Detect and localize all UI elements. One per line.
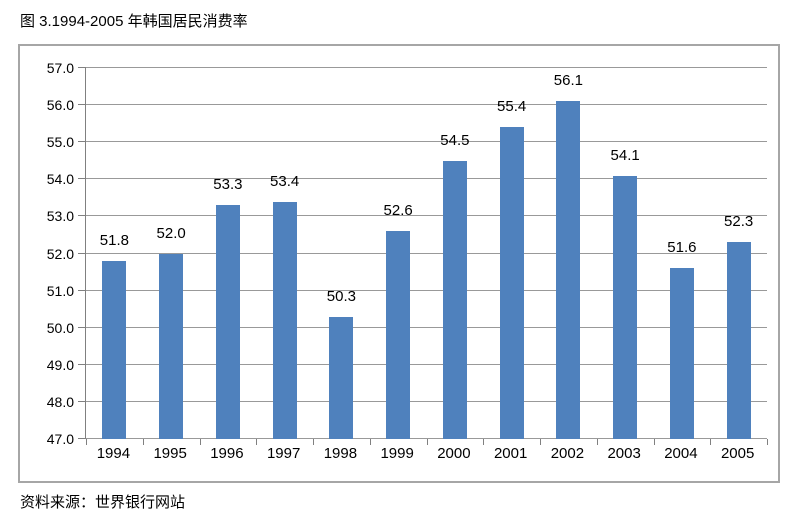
data-label-1995: 52.0 [156,224,186,242]
x-axis-labels: 1994 1995 1996 1997 1998 1999 2000 2001 2002 2003… [85,445,766,467]
x-axis-tick [199,439,201,445]
bar-1998 [329,316,354,439]
y-axis-tick [78,141,86,143]
y-axis-tick [78,289,86,291]
bar-1995 [159,253,184,439]
y-axis-tick [78,104,86,106]
bar-2004 [669,268,694,439]
data-label-2004: 51.6 [667,239,697,257]
x-axis-label-2002: 2002 [550,445,585,462]
x-axis-tick [426,439,428,445]
y-axis-tick [78,178,86,180]
bar-2005 [726,242,751,439]
y-axis-label: 53.0 [46,208,74,225]
gridline [86,178,767,180]
bar-2001 [499,127,524,439]
x-axis-tick [767,439,768,445]
y-axis-label: 47.0 [46,431,74,447]
y-axis-label: 51.0 [46,282,74,299]
y-axis-tick [78,67,86,68]
bar-2003 [613,175,638,439]
source-note: 资料来源：世界银行网站 [20,494,186,511]
y-axis-tick [78,215,86,217]
y-axis-label: 54.0 [46,171,74,188]
y-axis-label: 57.0 [46,60,74,76]
gridline [86,104,767,106]
x-axis-label-2003: 2003 [607,445,641,462]
data-label-1999: 52.6 [383,202,413,220]
data-label-1994: 51.8 [99,231,129,249]
y-axis-label: 55.0 [46,134,74,151]
y-axis-label: 52.0 [46,245,74,262]
y-axis-label: 48.0 [46,393,74,410]
gridline [86,363,767,365]
data-label-2005: 52.3 [724,213,754,231]
x-axis-tick [86,439,87,445]
y-axis-tick [78,400,86,402]
gridline [86,215,767,217]
data-label-2003: 54.1 [610,146,640,164]
x-axis-tick [256,439,258,445]
gridline [86,141,767,143]
x-axis-label-1994: 1994 [96,445,131,462]
x-axis-label-1999: 1999 [380,445,414,462]
x-axis-tick [483,439,485,445]
gridline [86,438,767,439]
gridline [86,67,767,68]
bar-1994 [102,260,127,439]
gridline [86,252,767,254]
x-axis-tick [540,439,541,445]
data-label-2001: 55.4 [497,98,527,116]
data-label-2002: 56.1 [553,72,583,90]
x-axis-label-2000: 2000 [437,445,471,462]
x-axis-tick [653,439,655,445]
x-axis-label-2001: 2001 [493,445,528,462]
y-axis-label: 49.0 [46,356,74,373]
gridline [86,289,767,291]
x-axis-label-2004: 2004 [664,445,698,462]
x-axis-label-1996: 1996 [210,445,244,462]
y-axis-labels: 47.0 48.0 49.0 50.0 51.0 52.0 53.0 54.0 55.0 56.0… [20,61,74,446]
x-axis-tick [369,439,371,445]
data-label-1997: 53.4 [270,172,300,190]
y-axis-tick [78,252,86,254]
x-axis-tick [710,439,712,445]
bar-2000 [442,160,467,439]
x-axis-label-1997: 1997 [266,445,301,462]
x-axis-label-1995: 1995 [153,445,187,462]
y-axis-tick [78,438,86,439]
x-axis-tick [596,439,598,445]
data-label-1996: 53.3 [213,176,243,194]
y-axis-tick [78,326,86,328]
bar-1996 [215,205,240,439]
gridline [86,400,767,402]
data-label-1998: 50.3 [326,287,356,305]
chart-title: 图 3.1994-2005 年韩国居民消费率 [20,13,248,30]
data-label-2000: 54.5 [440,131,470,149]
chart-frame: 47.0 48.0 49.0 50.0 51.0 52.0 53.0 54.0 55.0 56.0… [18,44,780,483]
y-axis-label: 56.0 [46,97,74,114]
bar-1999 [386,231,411,439]
x-axis-label-2005: 2005 [720,445,755,462]
plot-area: 51.8 52.0 53.3 53.4 50.3 52.6 54.5 55.4 56.1 54.1… [78,67,768,445]
bar-2002 [556,101,581,439]
y-axis-tick [78,363,86,365]
x-axis-tick [142,439,144,445]
y-axis-label: 50.0 [46,319,74,336]
bar-1997 [272,201,297,439]
x-axis-tick [313,439,314,445]
gridline [86,326,767,328]
x-axis-label-1998: 1998 [323,445,358,462]
